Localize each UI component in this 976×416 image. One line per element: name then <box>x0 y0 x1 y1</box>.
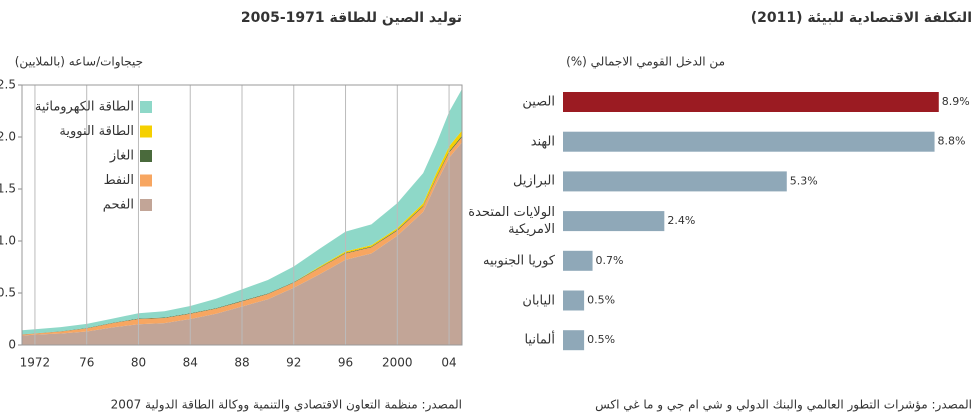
legend-label: الغاز <box>109 149 134 164</box>
bar <box>563 171 787 192</box>
x-tick-label: 84 <box>183 356 198 370</box>
value-label: 5.3% <box>790 174 818 187</box>
legend-swatch <box>140 199 152 211</box>
category-label: اليابان <box>522 293 555 308</box>
bar <box>563 250 593 271</box>
y-tick-label: 0.5 <box>0 286 16 300</box>
x-tick-label: 80 <box>131 356 146 370</box>
legend-label: النفط <box>104 173 134 188</box>
x-tick-label: 92 <box>286 356 301 370</box>
value-label: 8.8% <box>938 135 966 148</box>
x-tick-label: 04 <box>441 356 456 370</box>
x-tick-label: 88 <box>234 356 249 370</box>
chart-title: التكلفة الاقتصادية للبيئة (2011) <box>751 10 972 26</box>
category-label: الصين <box>522 94 555 110</box>
y-tick-label: 1.5 <box>0 182 16 196</box>
bar <box>563 92 939 112</box>
category-label: الهند <box>530 134 555 150</box>
category-label: الولايات المتحدة الامريكية <box>468 205 555 238</box>
y-tick-label: 2.5 <box>0 78 16 92</box>
chart-title: توليد الصين للطاقة 1971-2005 <box>241 10 462 26</box>
legend-swatch <box>140 174 152 187</box>
x-tick-label: 2000 <box>382 356 413 370</box>
legend-label: الفحم <box>103 198 134 213</box>
legend-label: الطاقة النووية <box>59 124 134 139</box>
legend-swatch <box>140 150 152 162</box>
bar <box>563 290 585 311</box>
y-tick-label: 2.0 <box>0 130 16 144</box>
category-label: كوريا الجنوبيه <box>482 253 555 269</box>
bar <box>563 330 585 351</box>
chart-subtitle: (%) من الدخل القومي الاجمالي <box>566 55 725 70</box>
x-tick-label: 1972 <box>20 356 51 370</box>
y-tick-label: 1.0 <box>0 234 16 248</box>
value-label: 0.7% <box>596 254 624 267</box>
bar <box>563 211 665 232</box>
category-label: ألمانيا <box>524 332 555 348</box>
legend-label: الطاقة الكهرومائية <box>35 100 134 115</box>
source: المصدر: مؤشرات التطور العالمي والبنك الد… <box>595 398 972 413</box>
source: المصدر: منظمة التعاون الاقتصادي والتنمية… <box>111 398 462 413</box>
bar <box>563 131 935 152</box>
legend-swatch <box>140 101 152 113</box>
x-tick-label: 96 <box>338 356 353 370</box>
area <box>22 142 462 345</box>
y-tick-label: 0 <box>8 338 16 352</box>
category-label: البرازيل <box>512 173 555 189</box>
x-tick-label: 76 <box>79 356 94 370</box>
value-label: 2.4% <box>667 214 695 227</box>
value-label: 8.9% <box>942 95 970 108</box>
value-label: 0.5% <box>587 294 615 307</box>
value-label: 0.5% <box>587 333 615 346</box>
y-axis-label: جيجاوات/ساعه (بالملايين) <box>15 55 143 70</box>
plot-frame <box>21 84 463 346</box>
legend-swatch <box>140 125 152 138</box>
